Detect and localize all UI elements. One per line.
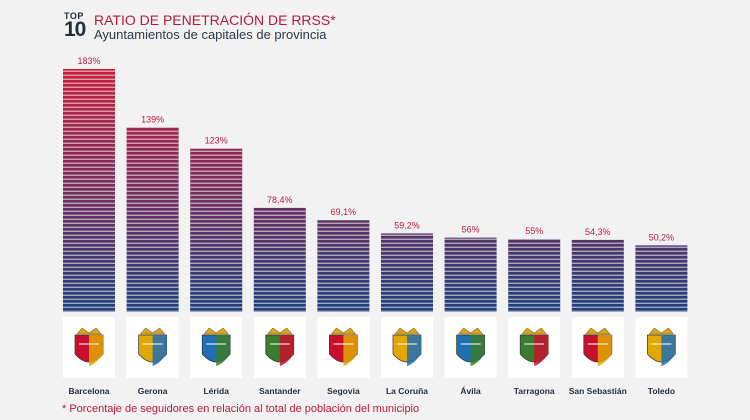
la-coruna-crest-icon <box>392 327 422 366</box>
bar-group-tarragona: 55% Tarragona <box>508 226 561 396</box>
value-label-segovia: 69,1% <box>331 207 357 217</box>
lerida-crest-icon <box>201 327 231 366</box>
bar-stripes-tarragona <box>508 238 561 312</box>
bar-group-toledo: 50,2% Toledo <box>635 232 688 396</box>
category-label-santander: Santander <box>259 386 301 396</box>
value-label-lerida: 123% <box>205 136 228 146</box>
category-label-la-coruna: La Coruña <box>386 386 428 396</box>
top-10-badge: TOP 10 <box>64 11 90 41</box>
bar-stripes-segovia <box>317 220 370 312</box>
bar-stripes-gerona <box>126 127 179 312</box>
bar-group-barcelona: 183% Barcelona <box>63 56 115 396</box>
bar-group-avila: 56% Ávila <box>444 225 497 396</box>
bar-group-san-sebastian: 54,3% San Sebastián <box>569 227 627 396</box>
chart-subtitle: Ayuntamientos de capitales de provincia <box>94 27 327 42</box>
category-label-avila: Ávila <box>460 386 481 396</box>
barcelona-crest-icon <box>74 327 104 366</box>
santander-crest-icon <box>265 327 295 366</box>
toledo-crest-icon <box>647 327 676 366</box>
chart-title: RATIO DE PENETRACIÓN DE RRSS* <box>94 12 336 28</box>
category-label-segovia: Segovia <box>327 386 360 396</box>
value-label-la-coruna: 59,2% <box>394 220 420 230</box>
bar-group-santander: 78,4% Santander <box>253 195 306 396</box>
category-label-tarragona: Tarragona <box>514 386 555 396</box>
footnote: * Porcentaje de seguidores en relación a… <box>62 403 420 415</box>
bar-group-segovia: 69,1% Segovia <box>317 207 370 396</box>
bar-stripes-toledo <box>635 245 688 312</box>
bar-stripes-avila <box>444 237 497 312</box>
category-label-san-sebastian: San Sebastián <box>569 386 627 396</box>
gerona-crest-icon <box>138 327 167 366</box>
bar-group-gerona: 139% Gerona <box>126 114 179 396</box>
bar-stripes-san-sebastian <box>571 239 624 312</box>
value-label-gerona: 139% <box>141 114 164 124</box>
avila-crest-icon <box>456 327 485 366</box>
bar-group-lerida: 123% Lérida <box>190 136 243 396</box>
value-label-tarragona: 55% <box>525 226 543 236</box>
bar-stripes-barcelona <box>63 69 115 312</box>
top-label: TOP <box>64 11 84 21</box>
tarragona-crest-icon <box>519 327 549 366</box>
bar-stripes-lerida <box>190 148 243 312</box>
value-label-barcelona: 183% <box>77 56 100 66</box>
top-number: 10 <box>64 18 86 41</box>
value-label-avila: 56% <box>462 225 480 235</box>
value-label-santander: 78,4% <box>267 195 293 205</box>
bar-group-la-coruna: 59,2% La Coruña <box>381 220 433 396</box>
category-label-barcelona: Barcelona <box>68 386 109 396</box>
value-label-san-sebastian: 54,3% <box>585 227 611 237</box>
category-label-toledo: Toledo <box>648 386 675 396</box>
san-sebastian-crest-icon <box>583 327 613 366</box>
category-label-lerida: Lérida <box>203 386 229 396</box>
bar-stripes-santander <box>253 207 306 312</box>
category-label-gerona: Gerona <box>138 386 168 396</box>
segovia-crest-icon <box>329 327 358 366</box>
bar-stripes-la-coruna <box>381 233 433 312</box>
value-label-toledo: 50,2% <box>649 232 675 242</box>
